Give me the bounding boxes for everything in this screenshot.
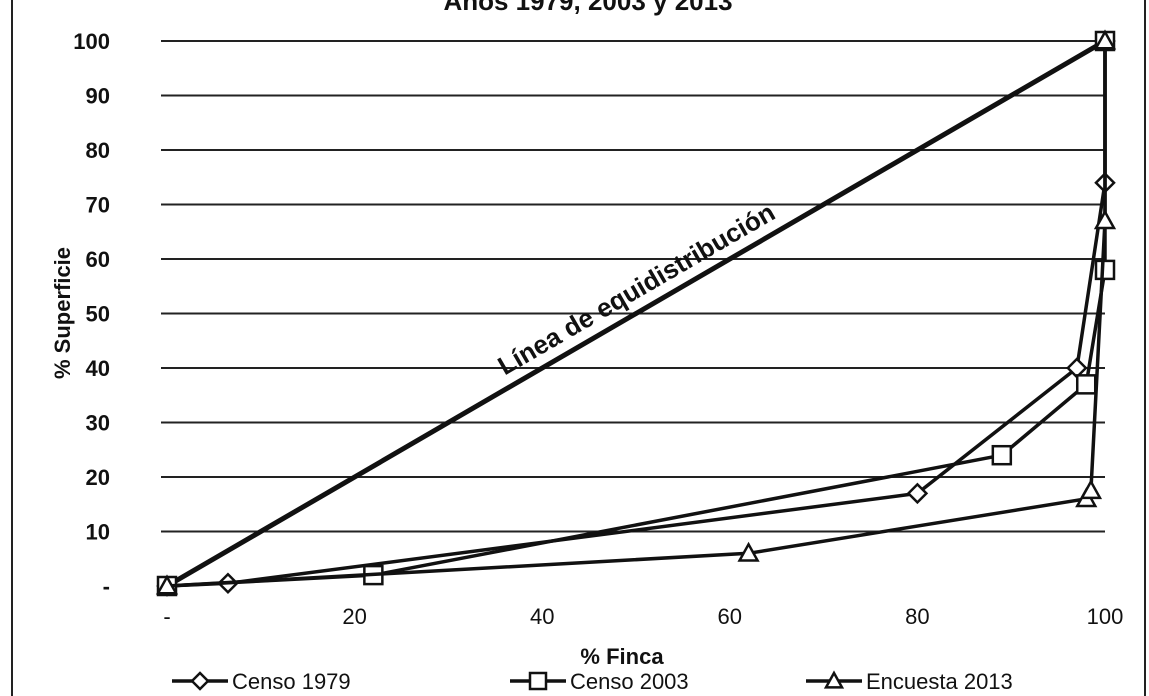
x-tick-labels: - 20 40 60 80 100 — [163, 604, 1123, 629]
legend-label: Censo 1979 — [232, 669, 351, 694]
legend-item: Encuesta 2013 — [806, 669, 1013, 694]
series-marker — [1075, 374, 1097, 395]
x-tick-label: 100 — [1087, 604, 1124, 629]
x-tick-label: 40 — [530, 604, 554, 629]
y-tick-label: - — [103, 574, 110, 599]
y-tick-label: 10 — [86, 520, 110, 545]
chart-title: Años 1979, 2003 y 2013 — [443, 0, 732, 16]
y-tick-label: 70 — [86, 193, 110, 218]
x-tick-label: 80 — [905, 604, 929, 629]
y-tick-label: 80 — [86, 138, 110, 163]
x-tick-label: - — [163, 604, 170, 629]
y-tick-label: 40 — [86, 356, 110, 381]
y-tick-label: 50 — [86, 302, 110, 327]
series-marker — [737, 541, 760, 562]
series-2 — [155, 29, 1117, 595]
x-tick-label: 60 — [718, 604, 742, 629]
y-tick-label: 60 — [86, 247, 110, 272]
legend-marker — [823, 670, 845, 689]
y-tick-label: 20 — [86, 465, 110, 490]
series-marker — [991, 444, 1013, 466]
series-group — [155, 29, 1117, 597]
legend: Censo 1979 Censo 2003 Encuesta 2013 — [172, 669, 1013, 694]
grid-lines — [161, 40, 1105, 587]
x-tick-label: 20 — [342, 604, 366, 629]
y-tick-label: 30 — [86, 411, 110, 436]
series-marker — [155, 574, 179, 595]
legend-marker — [190, 671, 210, 691]
legend-marker — [528, 671, 548, 691]
legend-label: Censo 2003 — [570, 669, 689, 694]
legend-item: Censo 1979 — [172, 669, 351, 694]
equidistribution-line — [165, 38, 1107, 589]
y-tick-label: 100 — [73, 29, 110, 54]
series-marker — [1079, 479, 1103, 500]
series-marker — [1094, 259, 1116, 281]
legend-label: Encuesta 2013 — [866, 669, 1013, 694]
y-tick-label: 90 — [86, 84, 110, 109]
series-marker — [1093, 209, 1117, 230]
y-axis-title: % Superficie — [50, 247, 75, 379]
series-marker — [906, 482, 929, 505]
series-marker — [1093, 29, 1117, 50]
legend-item: Censo 2003 — [510, 669, 689, 694]
y-tick-labels: - 10 20 30 40 50 60 70 80 90 100 — [73, 29, 110, 599]
x-axis-title: % Finca — [580, 644, 664, 669]
